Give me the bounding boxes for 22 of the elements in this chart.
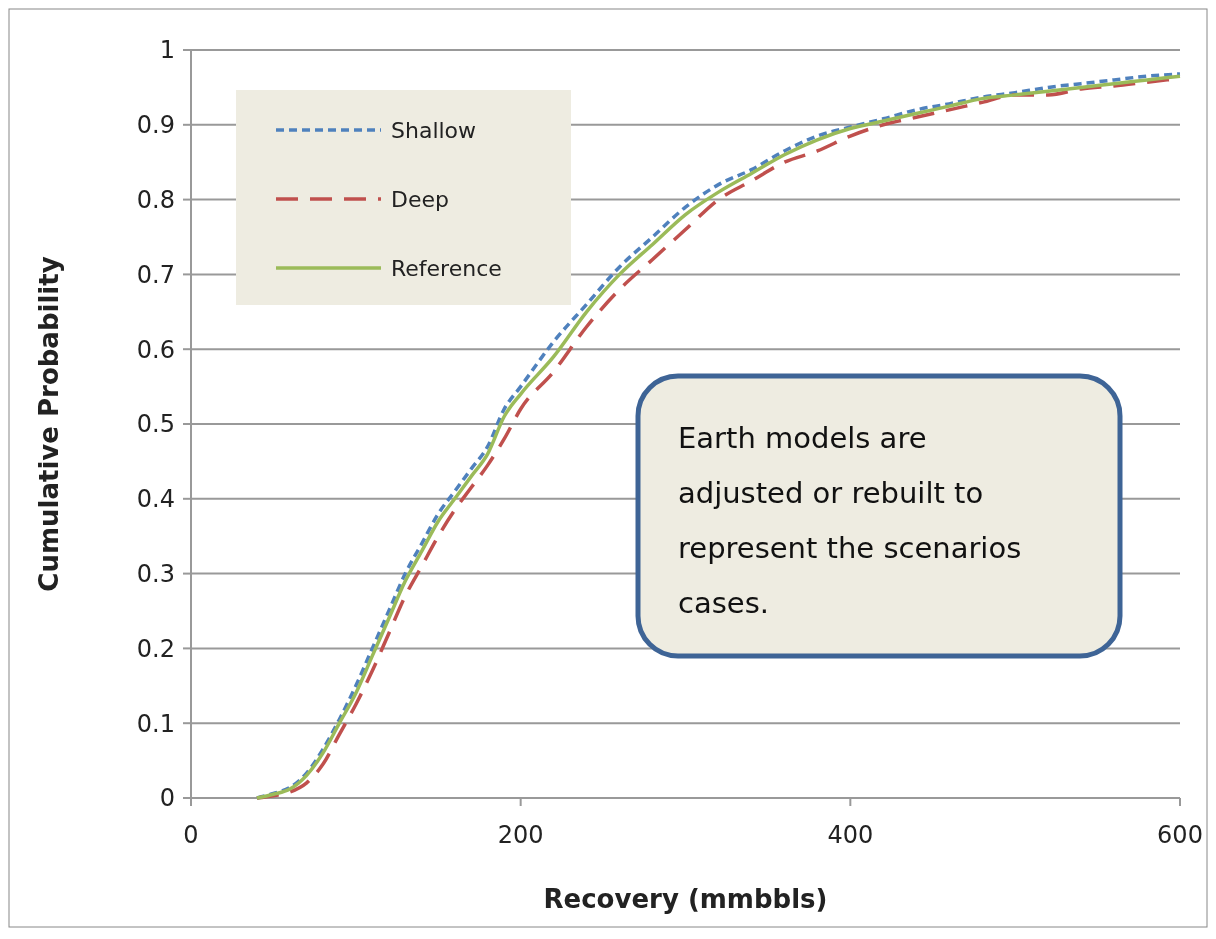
x-tick-label: 200: [497, 821, 544, 849]
y-tick-label: 0.9: [136, 111, 175, 140]
y-tick-label: 0.4: [136, 485, 175, 514]
callout-box: Earth models are adjusted or rebuilt to represent the scenarios cases.: [635, 373, 1123, 659]
y-tick-label: 0.2: [136, 634, 175, 663]
y-tick-label: 0: [159, 784, 175, 813]
annotation: Earth models are adjusted or rebuilt to represent the scenarios cases.: [678, 421, 1022, 620]
x-tick-label: 0: [183, 821, 199, 849]
legend-label: Deep: [391, 186, 449, 212]
y-tick-label: 0.3: [136, 560, 175, 588]
y-tick-label: 0.8: [136, 186, 175, 214]
legend-label: Shallow: [391, 117, 477, 143]
y-axis-title: Cumulative Probability: [34, 256, 64, 592]
y-tick-label: 0.7: [136, 260, 175, 289]
y-tick-label: 1: [159, 36, 175, 65]
x-tick-label: 400: [827, 821, 874, 849]
legend-label: Reference: [391, 255, 502, 281]
x-tick-label: 600: [1157, 821, 1203, 849]
y-tick-label: 0.1: [136, 709, 175, 738]
y-tick-label: 0.5: [136, 410, 175, 439]
x-axis-title: Recovery (mmbbls): [543, 884, 828, 914]
y-tick-label: 0.6: [136, 335, 175, 364]
